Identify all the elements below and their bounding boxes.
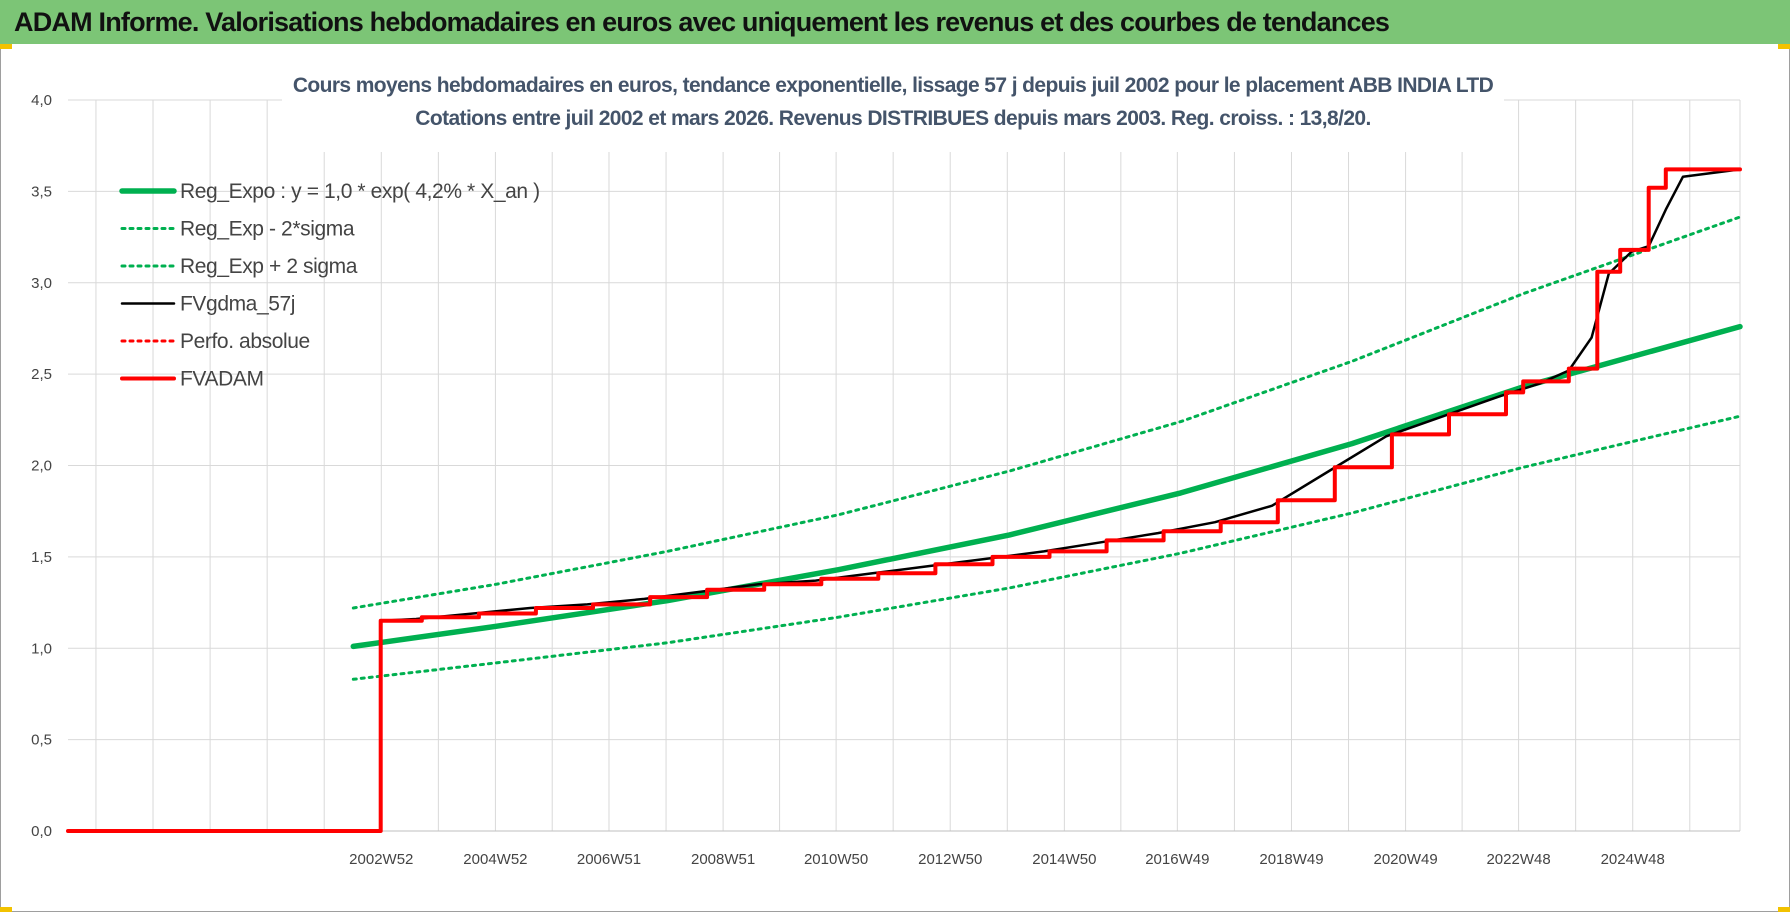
legend-label: Reg_Exp - 2*sigma [180,218,355,241]
x-tick-label: 2014W50 [1032,851,1096,868]
y-tick-label: 1,5 [31,549,52,566]
y-tick-label: 1,0 [31,640,52,657]
series-line-reg-exp [351,215,1742,610]
corner-mark-top-left [0,44,12,49]
x-tick-label: 2004W52 [463,851,527,868]
legend-label: FVgdma_57j [180,293,295,316]
legend-label: Perfo. absolue [180,330,310,353]
series-layer [66,167,1743,833]
x-tick-label: 2006W51 [577,851,641,868]
legend-label: Reg_Expo : y = 1,0 * exp( 4,2% * X_an ) [180,180,540,203]
x-tick-label: 2016W49 [1145,851,1209,868]
corner-mark-bottom-right [1778,907,1790,912]
banner-title: ADAM Informe. Valorisations hebdomadaire… [14,7,1390,37]
x-tick-label: 2018W49 [1259,851,1323,868]
axes: 0,0 0,5 1,0 1,5 2,0 2,5 3,0 3,5 4,0 2002W52 2004W5… [31,92,1740,868]
series-line-reg-exp [351,414,1742,681]
corner-mark-top-right [1778,44,1790,49]
banner: ADAM Informe. Valorisations hebdomadaire… [0,0,1790,44]
x-tick-label: 2010W50 [804,851,868,868]
legend: Reg_Expo : y = 1,0 * exp( 4,2% * X_an ) R… [119,180,540,391]
x-tick-label: 2022W48 [1486,851,1550,868]
x-tick-label: 2020W49 [1373,851,1437,868]
x-tick-label: 2012W50 [918,851,982,868]
chart-area: 0,0 0,5 1,0 1,5 2,0 2,5 3,0 3,5 4,0 2002W52 2004W5… [31,60,1743,868]
y-tick-label: 3,0 [31,275,52,292]
y-tick-label: 2,5 [31,366,52,383]
title-backdrop [282,60,1504,152]
legend-label: FVADAM [180,368,264,391]
y-tick-label: 0,5 [31,732,52,749]
chart-title: Cours moyens hebdomadaires en euros, ten… [293,74,1494,97]
series-line-fvadam [66,167,1742,833]
legend-label: Reg_Exp + 2 sigma [180,255,358,278]
y-tick-label: 2,0 [31,458,52,475]
corner-mark-bottom-left [0,907,12,912]
y-tick-label: 4,0 [31,92,52,109]
chart-subtitle: Cotations entre juil 2002 et mars 2026. … [415,107,1370,130]
x-tick-label: 2002W52 [349,851,413,868]
x-tick-label: 2024W48 [1601,851,1665,868]
grid-lines [68,99,1741,832]
y-tick-label: 0,0 [31,823,52,840]
y-tick-label: 3,5 [31,183,52,200]
series-line-reg-expo [350,323,1743,650]
x-tick-label: 2008W51 [691,851,755,868]
